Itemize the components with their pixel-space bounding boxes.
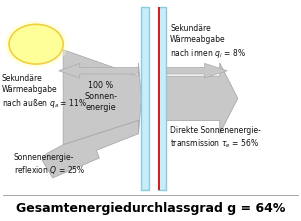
Polygon shape [42, 120, 138, 178]
Polygon shape [59, 63, 138, 78]
Text: Sonnenenergie-
reflexion $Q$ = 25%: Sonnenenergie- reflexion $Q$ = 25% [14, 153, 85, 177]
Circle shape [9, 24, 63, 64]
Text: Sekundäre
Wärmeabgabe
nach außen $q_a$ = 11%: Sekundäre Wärmeabgabe nach außen $q_a$ =… [2, 74, 87, 110]
Bar [158, 7, 166, 190]
Bar [141, 7, 149, 190]
Text: Direkte Sonnenenergie-
transmission $\tau_e$ = 56%: Direkte Sonnenenergie- transmission $\ta… [170, 126, 261, 150]
Circle shape [4, 21, 68, 68]
Polygon shape [166, 63, 238, 134]
Text: Sekundäre
Wärmeabgabe
nach innen $q_i$ = 8%: Sekundäre Wärmeabgabe nach innen $q_i$ =… [170, 24, 246, 60]
Text: 100 %
Sonnen-
energie: 100 % Sonnen- energie [84, 80, 117, 112]
Polygon shape [166, 63, 227, 78]
Text: Gesamtenergiedurchlassgrad g = 64%: Gesamtenergiedurchlassgrad g = 64% [16, 202, 285, 215]
Bar [158, 7, 160, 190]
Polygon shape [63, 50, 141, 145]
